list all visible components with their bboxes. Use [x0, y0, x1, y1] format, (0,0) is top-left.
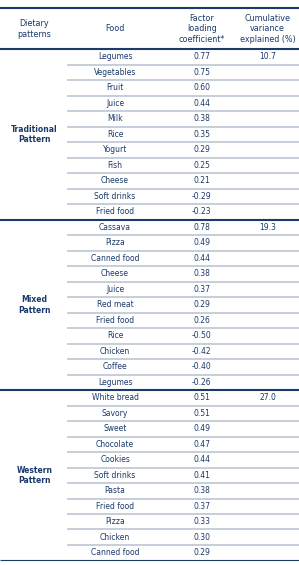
- Text: Cookies: Cookies: [100, 455, 130, 464]
- Text: 0.37: 0.37: [193, 285, 210, 294]
- Text: 0.29: 0.29: [193, 145, 210, 154]
- Text: Pasta: Pasta: [105, 486, 126, 496]
- Text: Red meat: Red meat: [97, 301, 133, 309]
- Text: Food: Food: [106, 24, 125, 33]
- Text: 0.38: 0.38: [193, 270, 210, 279]
- Text: 0.44: 0.44: [193, 455, 210, 464]
- Text: Sweet: Sweet: [103, 424, 127, 433]
- Text: Cumulative
variance
explained (%): Cumulative variance explained (%): [240, 14, 295, 44]
- Text: 0.49: 0.49: [193, 238, 210, 247]
- Text: Traditional
Pattern: Traditional Pattern: [11, 125, 58, 144]
- Text: 0.30: 0.30: [193, 533, 210, 542]
- Text: Factor
loading
coefficient*: Factor loading coefficient*: [179, 14, 225, 44]
- Text: -0.40: -0.40: [192, 362, 212, 371]
- Text: 0.78: 0.78: [193, 223, 210, 232]
- Text: Chicken: Chicken: [100, 533, 130, 542]
- Text: Canned food: Canned food: [91, 254, 139, 263]
- Text: Fried food: Fried food: [96, 207, 134, 216]
- Text: Cheese: Cheese: [101, 176, 129, 185]
- Text: 0.75: 0.75: [193, 68, 210, 77]
- Text: Cassava: Cassava: [99, 223, 131, 232]
- Text: 0.51: 0.51: [193, 409, 210, 418]
- Text: -0.29: -0.29: [192, 192, 212, 201]
- Text: 0.29: 0.29: [193, 548, 210, 557]
- Text: White bread: White bread: [91, 393, 139, 402]
- Text: Fried food: Fried food: [96, 502, 134, 511]
- Text: 0.35: 0.35: [193, 130, 210, 139]
- Text: 0.49: 0.49: [193, 424, 210, 433]
- Text: 0.25: 0.25: [193, 161, 210, 170]
- Text: 0.37: 0.37: [193, 502, 210, 511]
- Text: Legumes: Legumes: [98, 53, 132, 62]
- Text: -0.23: -0.23: [192, 207, 212, 216]
- Text: 0.51: 0.51: [193, 393, 210, 402]
- Text: Rice: Rice: [107, 331, 123, 340]
- Text: 0.47: 0.47: [193, 440, 210, 449]
- Text: 19.3: 19.3: [259, 223, 276, 232]
- Text: 0.41: 0.41: [193, 471, 210, 480]
- Text: 0.26: 0.26: [193, 316, 210, 325]
- Text: 0.38: 0.38: [193, 114, 210, 123]
- Text: Mixed
Pattern: Mixed Pattern: [18, 295, 51, 315]
- Text: -0.42: -0.42: [192, 347, 212, 356]
- Text: Pizza: Pizza: [105, 517, 125, 526]
- Text: Vegetables: Vegetables: [94, 68, 136, 77]
- Text: 0.38: 0.38: [193, 486, 210, 496]
- Text: 0.29: 0.29: [193, 301, 210, 309]
- Text: Western
Pattern: Western Pattern: [16, 466, 52, 485]
- Text: Dietary
patterns: Dietary patterns: [18, 19, 51, 38]
- Text: Chicken: Chicken: [100, 347, 130, 356]
- Text: Legumes: Legumes: [98, 378, 132, 387]
- Text: -0.26: -0.26: [192, 378, 212, 387]
- Text: Yogurt: Yogurt: [103, 145, 127, 154]
- Text: Soft drinks: Soft drinks: [94, 471, 136, 480]
- Text: Rice: Rice: [107, 130, 123, 139]
- Text: Chocolate: Chocolate: [96, 440, 134, 449]
- Text: Fruit: Fruit: [106, 84, 124, 93]
- Text: Juice: Juice: [106, 285, 124, 294]
- Text: Pizza: Pizza: [105, 238, 125, 247]
- Text: Coffee: Coffee: [103, 362, 127, 371]
- Text: 10.7: 10.7: [259, 53, 276, 62]
- Text: Milk: Milk: [107, 114, 123, 123]
- Text: 0.33: 0.33: [193, 517, 210, 526]
- Text: Canned food: Canned food: [91, 548, 139, 557]
- Text: Fish: Fish: [108, 161, 123, 170]
- Text: -0.50: -0.50: [192, 331, 212, 340]
- Text: 27.0: 27.0: [259, 393, 276, 402]
- Text: Juice: Juice: [106, 99, 124, 108]
- Text: Fried food: Fried food: [96, 316, 134, 325]
- Text: 0.44: 0.44: [193, 99, 210, 108]
- Text: Cheese: Cheese: [101, 270, 129, 279]
- Text: Savory: Savory: [102, 409, 128, 418]
- Text: 0.60: 0.60: [193, 84, 210, 93]
- Text: Soft drinks: Soft drinks: [94, 192, 136, 201]
- Text: 0.21: 0.21: [193, 176, 210, 185]
- Text: 0.44: 0.44: [193, 254, 210, 263]
- Text: 0.77: 0.77: [193, 53, 210, 62]
